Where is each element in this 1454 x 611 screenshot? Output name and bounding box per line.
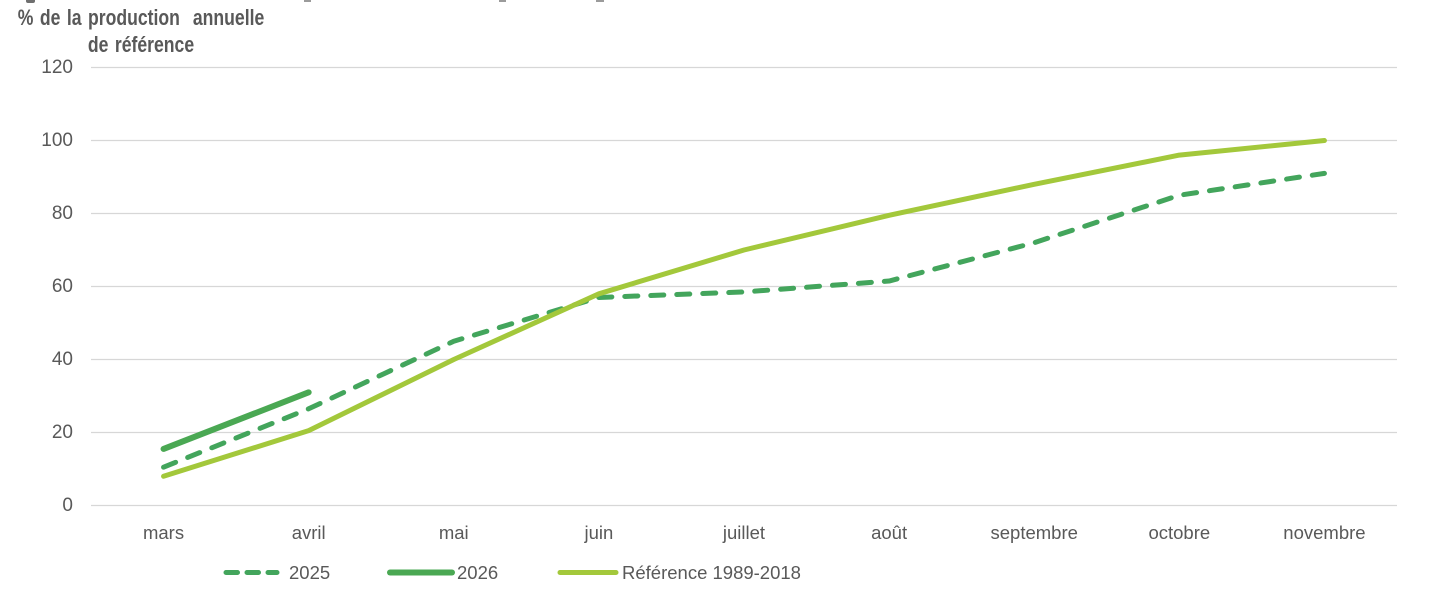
y-axis-title-line2: de référence [87,31,194,57]
x-category-label: juin [583,522,613,543]
legend-label: Référence 1989-2018 [622,562,801,583]
y-tick-label: 0 [62,495,73,516]
y-tick-label: 20 [52,422,73,443]
legend-label: 2025 [289,562,330,583]
x-category-label: novembre [1283,522,1365,543]
x-category-label: mars [143,522,184,543]
y-tick-label: 100 [41,130,73,151]
series-line-2025 [161,170,1327,470]
cropped-title-fragment [596,0,604,2]
x-category-label: août [871,522,907,543]
y-tick-label: 40 [52,349,73,370]
series-line-2026 [160,389,312,452]
y-tick-label: 120 [41,57,73,78]
legend-item-référence-1989-2018[interactable]: Référence 1989-2018 [557,562,801,583]
x-category-label: juillet [722,522,765,543]
x-category-label: mai [439,522,469,543]
y-axis-title-line1: % de la production annuelle [17,5,264,30]
series-line-référence-1989-2018 [161,138,1327,479]
cropped-title-fragment [499,0,506,2]
legend-item-2025[interactable]: 2025 [223,562,330,583]
legend: 2025 2026 Référence 1989-2018 [223,562,801,583]
y-tick-label: 80 [52,203,73,224]
x-category-label: septembre [991,522,1078,543]
cropped-title-fragment [304,0,311,2]
x-category-label: avril [292,522,326,543]
legend-label: 2026 [457,562,498,583]
x-category-label: octobre [1148,522,1210,543]
legend-item-2026[interactable]: 2026 [387,562,498,583]
y-axis-title: % de la production annuelle de référence [13,5,269,58]
y-tick-label: 60 [52,276,73,297]
cropped-title-fragment [26,0,35,3]
